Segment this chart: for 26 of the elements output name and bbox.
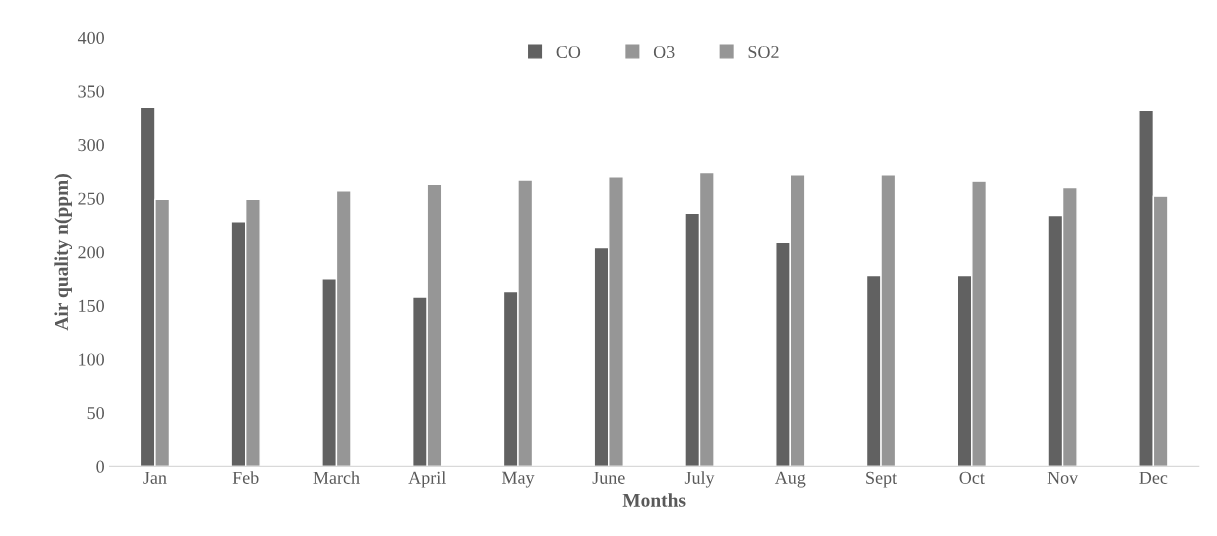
- x-tick-label: Sept: [866, 471, 897, 488]
- y-axis-title: Air quality n(ppm): [54, 174, 73, 331]
- x-tick-label: Aug: [774, 471, 806, 488]
- x-tick-label: Oct: [959, 471, 985, 484]
- x-tick-label: Nov: [1047, 471, 1079, 484]
- y-tick-label: 250: [78, 192, 104, 205]
- x-tick-label: June: [592, 471, 625, 484]
- x-tick-label: Dec: [1139, 471, 1168, 484]
- legend-label: CO: [556, 45, 581, 59]
- y-tick-label: 0: [96, 460, 104, 473]
- legend-label: O3: [653, 45, 675, 59]
- y-tick-label: 200: [78, 246, 104, 259]
- y-tick-label: 50: [87, 406, 104, 420]
- x-axis-title: Months: [622, 493, 686, 507]
- x-tick-label: Jan: [143, 471, 167, 484]
- y-tick-label: 400: [77, 31, 104, 44]
- x-tick-label: July: [684, 471, 715, 488]
- x-tick-label: April: [408, 471, 446, 488]
- y-tick-label: 300: [78, 138, 104, 152]
- x-tick-label: May: [501, 471, 535, 488]
- x-tick-label: Feb: [232, 471, 259, 484]
- y-tick-label: 150: [79, 299, 104, 312]
- y-tick-label: 100: [79, 353, 104, 366]
- y-tick-label: 350: [78, 85, 104, 98]
- legend-label: SO2: [748, 45, 779, 59]
- x-tick-label: March: [313, 471, 360, 484]
